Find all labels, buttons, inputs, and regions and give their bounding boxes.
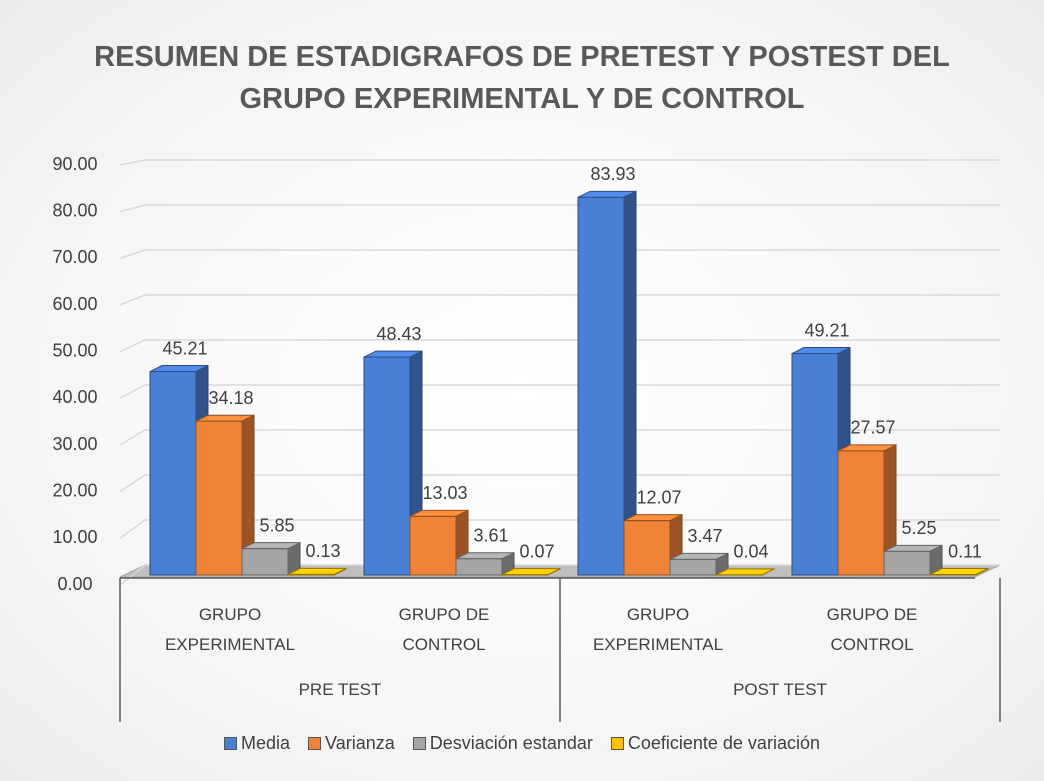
legend-swatch [412,737,426,750]
bar [409,515,457,576]
x-tick-label: GRUPO DE CONTROL [398,605,490,654]
data-label: 5.25 [901,518,936,538]
legend-label: Varianza [325,733,395,753]
grid-line [119,474,1000,493]
grid-line [119,294,1000,306]
bar [623,520,671,576]
bar [363,356,411,576]
y-tick-label: 60.00 [52,294,97,314]
legend-item: Media [224,733,290,754]
legend: Media Varianza Desviación estandar Coeficie… [0,733,1044,754]
legend-swatch [610,737,624,750]
grid-line [119,249,1000,260]
data-label: 34.18 [208,388,253,408]
grid-line [119,519,1000,539]
legend-item: Desviación estandar [412,733,593,754]
data-label: 0.13 [305,541,340,561]
data-label: 0.07 [519,541,554,561]
data-label: 0.04 [733,542,768,562]
bar [195,420,243,576]
data-label: 45.21 [162,338,207,358]
y-tick-label: 20.00 [52,480,97,500]
legend-swatch [224,737,238,750]
y-tick-label: 10.00 [52,527,97,547]
bar [149,371,197,576]
chart-title: RESUMEN DE ESTADIGRAFOS DE PRETEST Y POS… [94,41,950,115]
bar [669,558,717,576]
y-tick-label: 40.00 [52,387,97,407]
y-tick-label: 80.00 [52,200,97,220]
data-label: 5.85 [259,515,294,535]
grid-line [119,339,1000,353]
bar [883,550,931,576]
y-tick-label: 0.00 [57,574,92,594]
data-label: 48.43 [376,324,421,344]
bar [791,353,839,576]
bar [455,558,503,576]
legend-item: Coeficiente de variación [610,733,820,754]
data-label: 12.07 [636,487,681,507]
bar [287,573,335,576]
x-tick-label: GRUPO EXPERIMENTAL [164,605,296,654]
data-label: 3.47 [687,526,722,546]
data-label: 49.21 [804,320,849,340]
legend-swatch [308,737,322,750]
data-label: 13.03 [422,483,467,503]
x-tick-label: GRUPO DE CONTROL [826,605,918,654]
grid-line [119,384,1000,399]
data-label: 27.57 [850,418,895,438]
x-tick-label: GRUPO EXPERIMENTAL [592,605,724,654]
group-label: POST TEST [733,680,827,699]
data-label: 0.11 [948,541,982,561]
grid-line [119,429,1000,446]
data-label: 3.61 [473,526,508,546]
bar [241,548,289,576]
legend-label: Media [241,733,291,753]
grid-line [119,159,1000,166]
legend-label: Coeficiente de variación [627,733,820,753]
legend-item: Varianza [308,733,395,754]
data-label: 83.93 [590,164,635,184]
y-tick-label: 50.00 [52,340,97,360]
legend-label: Desviación estandar [429,733,593,753]
bar [837,450,885,576]
y-tick-label: 70.00 [52,247,97,267]
y-tick-label: 90.00 [52,154,97,174]
y-tick-label: 30.00 [52,434,97,454]
group-label: PRE TEST [298,680,382,699]
grid-line [119,204,1000,213]
bar [577,196,625,576]
